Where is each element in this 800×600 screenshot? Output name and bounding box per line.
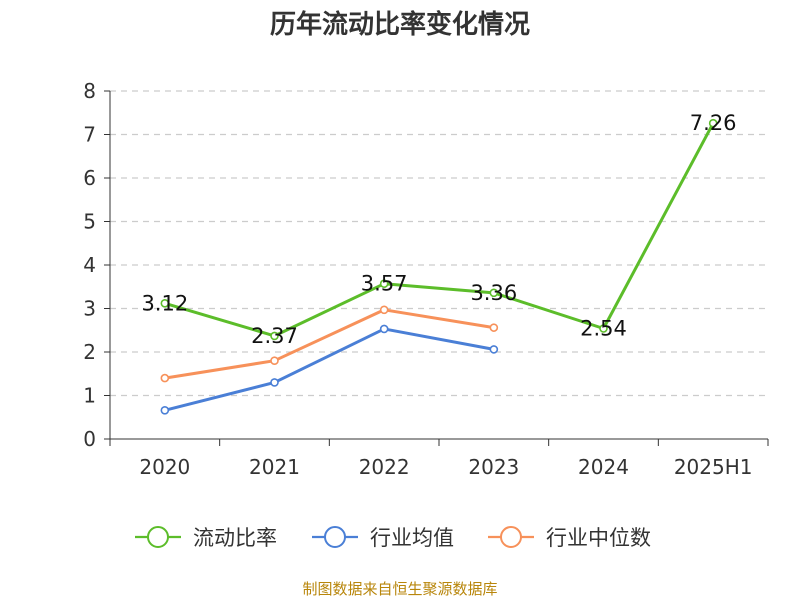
data-label: 3.36: [470, 281, 517, 305]
chart-title: 历年流动比率变化情况: [269, 10, 530, 40]
data-label: 2.54: [580, 317, 627, 341]
y-tick-label: 7: [83, 123, 96, 147]
y-tick-label: 5: [83, 210, 96, 234]
data-point: [708, 118, 718, 128]
data-label: 7.26: [690, 111, 737, 135]
x-tick-label: 2021: [249, 455, 300, 479]
x-tick-label: 2020: [139, 455, 190, 479]
data-point: [379, 324, 389, 334]
legend-label: 行业均值: [370, 526, 454, 550]
y-tick-label: 6: [83, 166, 96, 190]
x-tick-label: 2025H1: [674, 455, 753, 479]
source-note: 制图数据来自恒生聚源数据库: [302, 580, 498, 598]
y-tick-label: 1: [83, 384, 96, 408]
data-point: [270, 378, 279, 387]
y-tick-label: 0: [83, 427, 96, 451]
series-line: [164, 327, 495, 412]
legend-marker: [147, 526, 169, 548]
data-point: [160, 405, 170, 415]
x-tick-label: 2023: [468, 455, 519, 479]
series-line: [164, 308, 495, 380]
series-line: [164, 122, 715, 338]
y-tick-label: 8: [83, 79, 96, 103]
data-point: [489, 288, 499, 298]
data-point: [160, 298, 170, 308]
y-tick-label: 2: [83, 340, 96, 364]
data-point: [270, 356, 279, 366]
data-label: 3.12: [141, 291, 188, 315]
data-point: [160, 373, 170, 383]
legend-marker: [324, 526, 346, 548]
legend-label: 行业中位数: [546, 526, 651, 550]
data-point: [599, 324, 608, 333]
data-label: 3.57: [361, 272, 408, 296]
data-point: [379, 305, 389, 315]
data-label: 2.37: [251, 324, 298, 348]
legend-marker: [500, 526, 522, 548]
data-point: [489, 323, 499, 332]
data-point: [379, 279, 389, 289]
data-point: [270, 331, 279, 341]
y-tick-label: 3: [83, 297, 96, 321]
legend-label: 流动比率: [193, 526, 277, 550]
data-point: [489, 345, 499, 354]
y-tick-label: 4: [83, 253, 96, 277]
x-tick-label: 2022: [359, 455, 410, 479]
x-tick-label: 2024: [578, 455, 629, 479]
